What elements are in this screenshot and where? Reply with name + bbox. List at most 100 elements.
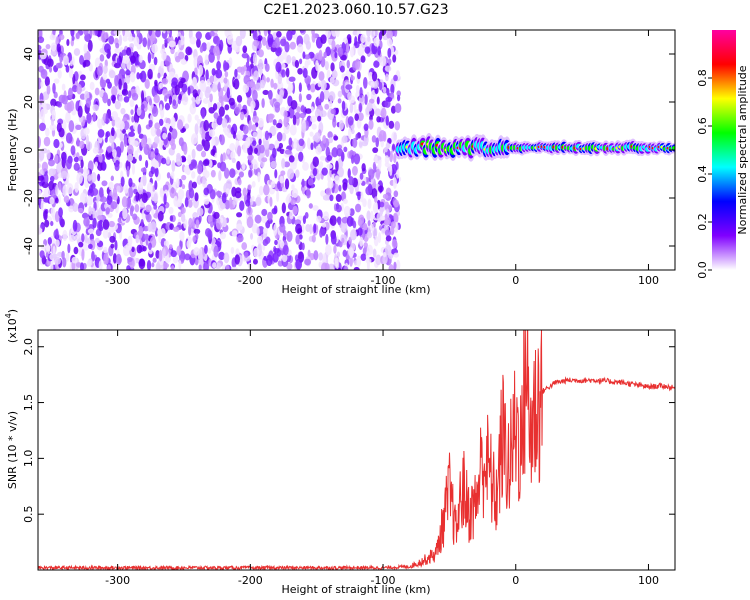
noise-speck: [306, 93, 312, 101]
noise-speck: [195, 31, 202, 40]
noise-speck: [194, 123, 199, 135]
noise-speck: [349, 255, 353, 267]
noise-speck: [105, 131, 109, 140]
noise-speck: [239, 30, 246, 39]
noise-speck: [384, 65, 392, 72]
noise-speck: [107, 145, 112, 153]
noise-speck: [279, 240, 285, 249]
noise-speck: [301, 122, 307, 133]
noise-speck: [188, 217, 193, 228]
x-tick-label: -200: [238, 274, 263, 287]
noise-speck: [39, 52, 47, 60]
colorbar-tick-label: 0.8: [696, 69, 709, 87]
noise-speck: [65, 252, 70, 262]
noise-speck: [184, 197, 189, 208]
noise-speck: [320, 110, 327, 118]
noise-speck: [154, 136, 160, 144]
noise-speck: [159, 82, 164, 89]
noise-speck: [74, 235, 79, 241]
noise-speck: [78, 241, 84, 248]
noise-speck: [67, 243, 71, 254]
noise-speck: [278, 54, 283, 62]
noise-speck: [274, 37, 281, 49]
noise-speck: [49, 123, 57, 131]
noise-speck: [288, 155, 295, 163]
noise-speck: [177, 211, 182, 218]
noise-speck: [81, 233, 85, 243]
noise-speck: [393, 252, 399, 258]
noise-speck: [365, 250, 370, 262]
noise-speck: [320, 79, 327, 91]
noise-speck: [39, 250, 45, 259]
noise-speck: [129, 55, 137, 64]
x-tick-label: -200: [238, 574, 263, 587]
noise-speck: [59, 53, 63, 64]
noise-speck: [213, 245, 219, 258]
noise-speck: [237, 234, 244, 243]
noise-speck: [349, 247, 354, 259]
noise-speck: [346, 215, 354, 227]
noise-speck: [270, 78, 274, 88]
noise-speck: [168, 206, 174, 215]
noise-speck: [325, 30, 332, 39]
noise-speck: [347, 127, 352, 140]
noise-speck: [191, 181, 198, 189]
noise-speck: [363, 123, 369, 131]
noise-speck: [348, 176, 354, 186]
noise-speck: [131, 246, 135, 253]
noise-speck: [375, 168, 381, 180]
noise-speck: [299, 112, 306, 119]
x-tick-label: 0: [512, 574, 519, 587]
noise-speck: [43, 187, 51, 198]
noise-speck: [161, 157, 167, 165]
noise-speck: [259, 144, 265, 154]
noise-speck: [102, 65, 108, 74]
noise-speck: [171, 160, 176, 172]
noise-speck: [181, 93, 189, 106]
noise-speck: [337, 46, 344, 57]
noise-speck: [140, 137, 147, 148]
noise-speck: [155, 30, 161, 38]
noise-speck: [324, 103, 330, 110]
noise-speck: [326, 163, 333, 169]
noise-speck: [102, 219, 110, 230]
noise-speck: [364, 94, 368, 105]
noise-speck: [231, 157, 236, 164]
noise-speck: [316, 98, 322, 105]
noise-speck: [289, 162, 297, 170]
noise-speck: [211, 122, 217, 130]
noise-speck: [115, 253, 122, 266]
noise-speck: [183, 143, 188, 156]
noise-speck: [99, 54, 105, 62]
noise-speck: [281, 254, 288, 262]
noise-speck: [181, 184, 186, 190]
noise-speck: [47, 58, 54, 68]
noise-speck: [80, 262, 84, 270]
noise-speck: [241, 162, 246, 171]
noise-speck: [103, 246, 108, 254]
noise-speck: [184, 123, 190, 129]
noise-speck: [124, 75, 131, 85]
noise-speck: [335, 107, 339, 115]
noise-speck: [170, 116, 176, 129]
noise-speck: [130, 30, 135, 35]
noise-speck: [100, 30, 107, 43]
noise-speck: [151, 207, 155, 216]
noise-speck: [153, 94, 160, 104]
noise-speck: [58, 207, 63, 218]
noise-speck: [131, 163, 136, 175]
noise-speck: [200, 150, 207, 158]
noise-speck: [370, 30, 376, 39]
x-tick-label: -300: [105, 574, 130, 587]
colorbar-tick-label: 0.6: [696, 117, 709, 135]
noise-speck: [144, 233, 150, 240]
noise-speck: [193, 228, 201, 235]
noise-speck: [342, 249, 347, 257]
noise-speck: [183, 165, 191, 174]
noise-speck: [98, 187, 104, 198]
noise-speck: [138, 154, 143, 162]
noise-speck: [221, 192, 227, 204]
noise-speck: [50, 117, 55, 126]
noise-speck: [373, 37, 380, 47]
noise-speck: [89, 81, 95, 91]
